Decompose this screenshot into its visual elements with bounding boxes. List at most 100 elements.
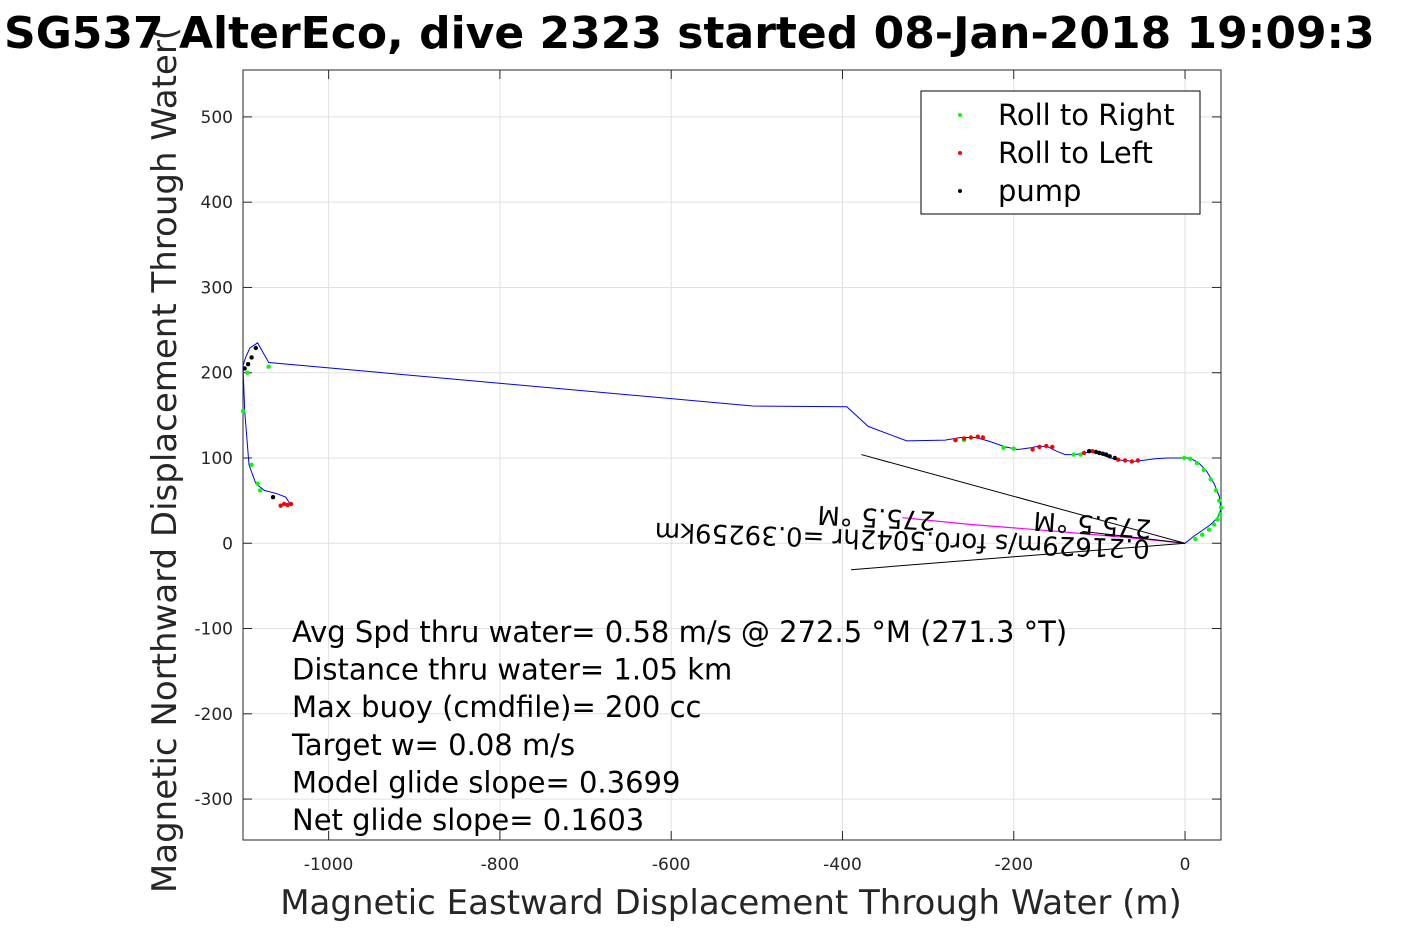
- y-tick-label: -200: [194, 705, 233, 725]
- data-point-roll-to-left: [961, 436, 967, 441]
- data-point-roll-to-right: [255, 481, 260, 486]
- x-axis-label: Magnetic Eastward Displacement Through W…: [280, 883, 1182, 923]
- data-point-roll-to-right: [1217, 498, 1222, 503]
- data-point-roll-to-left: [1081, 450, 1087, 456]
- data-point-pump: [1107, 454, 1112, 459]
- data-point-roll-to-right: [1194, 460, 1200, 466]
- data-point-roll-to-right: [1188, 456, 1193, 461]
- legend-label-pump: pump: [998, 174, 1081, 208]
- data-point-roll-to-right: [1011, 446, 1016, 451]
- data-point-roll-to-right: [1200, 532, 1205, 537]
- heading-label-2: 275.5 °M: [817, 499, 937, 535]
- data-point-roll-to-left: [975, 434, 980, 439]
- y-tick-label: 300: [201, 278, 233, 298]
- data-point-roll-to-left: [1122, 458, 1128, 463]
- data-point-roll-to-right: [1182, 455, 1187, 461]
- summary-line: Distance thru water= 1.05 km: [292, 653, 732, 687]
- data-point-roll-to-right: [1071, 452, 1076, 457]
- x-tick-label: -600: [652, 855, 691, 875]
- data-point-pump: [270, 495, 276, 500]
- x-axis-ticks: -1000 -800 -600 -400 -200 0: [304, 70, 1191, 875]
- data-point-pump: [1097, 450, 1102, 456]
- data-point-roll-to-right: [1215, 517, 1220, 522]
- y-tick-label: 500: [201, 108, 233, 128]
- y-tick-label: 400: [201, 193, 233, 213]
- data-point-roll-to-right: [1001, 445, 1006, 450]
- summary-line: Net glide slope= 0.1603: [292, 803, 644, 837]
- data-point-pump: [242, 366, 247, 371]
- data-point-roll-to-right: [249, 462, 254, 467]
- data-point-roll-to-right: [1211, 522, 1217, 527]
- data-point-pump: [1100, 451, 1106, 456]
- data-point-roll-to-right: [1078, 452, 1083, 457]
- vector-line-lower: [850, 542, 1186, 571]
- data-point-roll-to-left: [1044, 443, 1049, 449]
- data-point-roll-to-right: [1201, 467, 1207, 473]
- grid: [243, 70, 1221, 840]
- y-tick-label: -300: [194, 790, 233, 810]
- vector-arrows: [850, 454, 1186, 571]
- data-point-pump: [253, 345, 258, 351]
- legend-marker-pump: [958, 189, 962, 193]
- legend-marker-roll-right: [958, 113, 962, 117]
- data-point-roll-to-left: [1037, 444, 1042, 450]
- data-points: [240, 345, 1224, 542]
- y-tick-label: 0: [222, 534, 233, 554]
- data-point-pump: [1112, 455, 1118, 461]
- plot-frame: [242, 69, 1222, 841]
- current-segment: [902, 517, 1186, 544]
- legend-box: [920, 90, 1201, 215]
- summary-line: Max buoy (cmdfile)= 200 cc: [292, 690, 701, 724]
- data-point-roll-to-right: [1208, 477, 1213, 482]
- legend: Roll to Right Roll to Left pump: [920, 90, 1201, 215]
- legend-label-roll-left: Roll to Left: [998, 136, 1153, 170]
- chart-title: SG537 AlterEco, dive 2323 started 08-Jan…: [4, 8, 1375, 59]
- data-point-roll-to-left: [968, 435, 974, 440]
- data-point-pump: [249, 355, 254, 360]
- data-point-pump: [1093, 449, 1099, 455]
- data-point-roll-to-left: [1116, 457, 1121, 462]
- summary-line: Avg Spd thru water= 0.58 m/s @ 272.5 °M …: [292, 615, 1067, 649]
- x-tick-label: -200: [994, 855, 1033, 875]
- x-tick-label: -1000: [304, 855, 353, 875]
- data-point-roll-to-left: [1050, 444, 1055, 450]
- data-point-roll-to-left: [281, 501, 287, 507]
- legend-marker-roll-left: [958, 151, 962, 155]
- legend-label-roll-right: Roll to Right: [998, 98, 1175, 132]
- data-point-roll-to-right: [1217, 512, 1223, 517]
- y-tick-label: 200: [201, 364, 233, 384]
- y-axis-label: Magnetic Northward Displacement Through …: [145, 27, 185, 893]
- x-tick-label: 0: [1180, 855, 1191, 875]
- data-point-roll-to-right: [245, 370, 250, 375]
- data-point-roll-to-left: [278, 503, 283, 508]
- vector-line-mid: [1082, 530, 1186, 544]
- vector-line-upper: [861, 454, 1186, 544]
- data-point-roll-to-right: [1193, 536, 1198, 542]
- data-point-roll-to-right: [266, 364, 271, 369]
- data-point-roll-to-right: [1206, 527, 1212, 532]
- data-point-pump: [1104, 452, 1109, 457]
- y-tick-label: -100: [194, 620, 233, 640]
- data-point-roll-to-left: [288, 501, 294, 507]
- summary-line: Target w= 0.08 m/s: [291, 728, 575, 762]
- data-point-pump: [245, 362, 251, 367]
- data-point-roll-to-left: [953, 437, 958, 443]
- y-axis-ticks: -300 -200 -100 0 100 200 300 400 500: [194, 108, 1221, 810]
- data-point-roll-to-right: [1218, 505, 1224, 510]
- y-tick-label: 100: [201, 449, 233, 469]
- x-tick-label: -400: [823, 855, 862, 875]
- data-point-roll-to-left: [1090, 449, 1095, 454]
- data-point-roll-to-right: [257, 488, 263, 493]
- data-point-roll-to-left: [285, 502, 290, 508]
- data-point-roll-to-left: [1135, 458, 1141, 463]
- summary-text: Avg Spd thru water= 0.58 m/s @ 272.5 °M …: [291, 615, 1067, 837]
- data-point-roll-to-right: [1213, 488, 1219, 493]
- data-point-roll-to-right: [240, 408, 246, 414]
- x-tick-label: -800: [481, 855, 520, 875]
- data-point-roll-to-left: [980, 435, 986, 440]
- data-point-roll-to-left: [1030, 447, 1035, 452]
- data-point-roll-to-left: [1129, 459, 1135, 464]
- data-point-pump: [1086, 449, 1092, 454]
- summary-line: Model glide slope= 0.3699: [292, 765, 680, 799]
